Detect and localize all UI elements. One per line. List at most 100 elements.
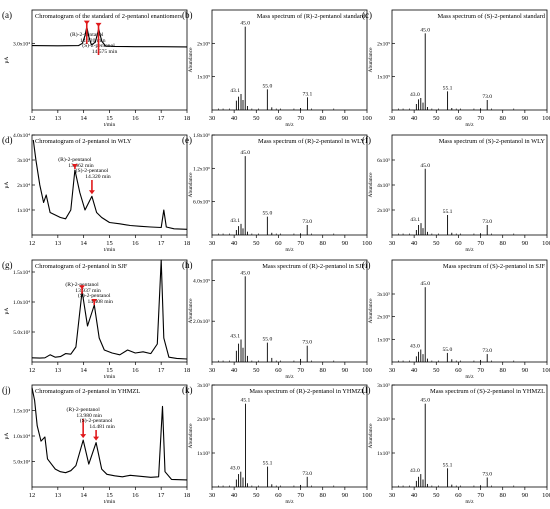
x-tick-label: 90 [342, 492, 349, 499]
peak-annotation-time: 14.481 min [89, 424, 115, 430]
x-tick-label: 30 [389, 492, 396, 499]
panel-title: Chromatogram of 2-pentanol in YHMZL [35, 388, 140, 395]
peak-label: 43.1 [230, 334, 240, 340]
peak-label: 73.0 [302, 340, 312, 346]
x-tick-label: 100 [362, 367, 372, 374]
x-tick-label: 60 [455, 115, 462, 122]
peak-label: 55.1 [443, 462, 453, 468]
x-tick-label: 100 [542, 240, 550, 247]
y-axis-label: pA [4, 433, 10, 440]
peak-label: 43.1 [230, 218, 240, 224]
x-tick-label: 90 [522, 367, 529, 374]
x-tick-label: 100 [542, 367, 550, 374]
peak-label: 73.0 [482, 471, 492, 477]
x-tick-label: 13 [55, 492, 62, 499]
panel-label: (l) [362, 385, 371, 395]
x-tick-label: 12 [29, 492, 36, 499]
peak-arrow-head [88, 190, 95, 195]
x-tick-label: 16 [132, 115, 139, 122]
peak-annotation-time: 14.408 min [87, 299, 113, 305]
peak-arrow-head [80, 434, 87, 439]
x-tick-label: 70 [477, 367, 484, 374]
x-tick-label: 70 [477, 115, 484, 122]
y-axis-label: Abundance [368, 172, 374, 198]
peak-label: 55.0 [262, 83, 272, 89]
peak-label: 43.0 [230, 466, 240, 472]
x-tick-label: 30 [389, 115, 396, 122]
chromatogram-trace [32, 139, 188, 230]
peak-annotation-name: (S)-2-pentanol [76, 167, 109, 174]
x-tick-label: 15 [106, 240, 113, 247]
x-tick-label: 12 [29, 367, 36, 374]
peak-annotation-name: (S)-2-pentanol [78, 292, 111, 299]
chromatogram-trace [31, 26, 188, 48]
peak-label: 45.0 [420, 281, 430, 287]
y-tick-label: 1x10⁵ [197, 75, 210, 81]
x-tick-label: 16 [132, 492, 139, 499]
x-tick-label: 13 [55, 115, 62, 122]
x-tick-label: 15 [106, 115, 113, 122]
panel-title: Chromatogram of 2-pentanol in SJF [35, 263, 128, 270]
peak-label: 43.1 [410, 217, 420, 223]
panel-h: (h) Mass spectrum of (R)-2-pentanol in SJ… [182, 259, 372, 380]
y-tick-label: 1.5x10⁴ [13, 270, 30, 276]
y-tick-label: 3x10⁵ [377, 383, 390, 389]
x-axis-label: m/z [465, 122, 474, 128]
y-axis-label: Abundance [188, 172, 194, 198]
y-tick-label: 3x10⁴ [17, 158, 30, 164]
y-tick-label: 2x10⁵ [197, 41, 210, 47]
panel-title: Chromatogram of the standard of 2-pentan… [35, 13, 182, 20]
peak-arrow-head [91, 299, 98, 303]
x-tick-label: 50 [433, 492, 440, 499]
peak-annotation-name: (R)-2-pentanol [65, 281, 99, 288]
x-axis-label: t/min [104, 247, 116, 253]
x-axis-label: m/z [285, 499, 294, 505]
x-tick-label: 18 [184, 240, 191, 247]
plot-frame [211, 384, 368, 488]
chromatogram-trace [31, 387, 188, 481]
peak-label: 43.0 [410, 344, 420, 350]
x-tick-label: 50 [433, 367, 440, 374]
peak-label: 55.1 [443, 209, 453, 215]
x-tick-label: 90 [522, 115, 529, 122]
peak-annotation-name: (R)-2-pentanol [67, 406, 101, 413]
y-axis-label: pA [4, 308, 10, 315]
panel-l: (l) Mass spectrum of (S)-2-pentanol in YH… [362, 383, 550, 505]
x-axis-label: m/z [285, 247, 294, 253]
x-tick-label: 16 [132, 240, 139, 247]
x-tick-label: 60 [275, 492, 282, 499]
peak-label: 55.1 [443, 85, 453, 91]
chromatogram-trace [31, 259, 188, 360]
x-tick-label: 60 [455, 240, 462, 247]
y-tick-label: 2x10⁵ [377, 315, 390, 321]
peak-label: 43.1 [230, 88, 240, 94]
y-axis-label: Abundance [368, 47, 374, 73]
x-tick-label: 90 [342, 367, 349, 374]
peak-arrow-head [71, 164, 78, 168]
panel-label: (i) [362, 260, 371, 270]
x-tick-label: 18 [184, 367, 191, 374]
y-tick-label: 2x10⁴ [17, 183, 30, 189]
peak-label: 45.0 [240, 21, 250, 27]
x-tick-label: 40 [231, 240, 238, 247]
plot-frame [391, 384, 548, 488]
peak-annotation-time: 13.662 min [68, 163, 94, 169]
peak-label: 43.0 [410, 468, 420, 474]
x-tick-label: 100 [542, 492, 550, 499]
panel-c: (c) Mass spectrum of (S)-2-pentanol stand… [362, 9, 550, 128]
x-tick-label: 14 [80, 492, 87, 499]
x-tick-label: 50 [433, 115, 440, 122]
y-tick-label: 3.0x10⁴ [13, 41, 30, 47]
y-axis-label: Abundance [188, 298, 194, 324]
panel-d: (d) Chromatogram of 2-pentanol in WLY 12 13… [2, 133, 190, 253]
peak-annotation-name: (S)-2-pentanol [80, 417, 113, 424]
x-tick-label: 60 [275, 240, 282, 247]
y-tick-label: 1x10⁵ [377, 75, 390, 81]
panel-f: (f) Mass spectrum of (S)-2-pentanol in WL… [362, 134, 550, 253]
x-tick-label: 30 [209, 240, 216, 247]
panel-title: Chromatogram of 2-pentanol in WLY [35, 138, 132, 145]
peak-label: 45.0 [240, 270, 250, 276]
panel-label: (e) [182, 135, 192, 145]
panel-title: Mass spectrum of (S)-2-pentanol in YHMZL [430, 388, 545, 395]
y-tick-label: 1x10⁴ [17, 208, 30, 214]
